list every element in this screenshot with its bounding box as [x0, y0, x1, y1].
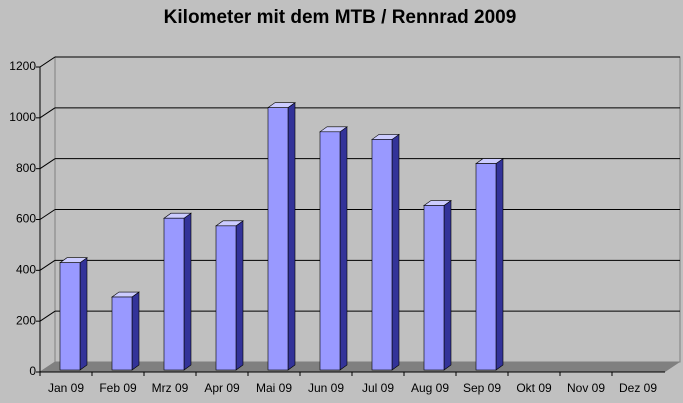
x-tick-label: Sep 09 [463, 381, 501, 395]
floor [40, 362, 680, 372]
bar [319, 131, 341, 371]
grid-line [39, 107, 56, 119]
x-tick-label: Feb 09 [99, 381, 137, 395]
y-tick-label: 400 [16, 263, 36, 277]
bar-side [495, 158, 504, 371]
bar [423, 205, 445, 371]
y-tick-label: 0 [29, 364, 36, 378]
bar [163, 217, 185, 371]
grid-line [39, 209, 56, 220]
y-tick-label: 200 [16, 313, 36, 327]
bar-side [287, 102, 296, 371]
grid-line [39, 259, 56, 271]
bar [475, 163, 497, 371]
bar-side [391, 133, 400, 371]
y-tick-label: 800 [16, 161, 36, 175]
bar [111, 296, 133, 371]
x-tick-label: Nov 09 [567, 381, 605, 395]
x-tick-label: Dez 09 [619, 381, 657, 395]
x-tick-label: Jun 09 [308, 381, 344, 395]
x-tick-label: Jul 09 [362, 381, 394, 395]
bar [59, 262, 81, 371]
x-tick-label: Jan 09 [48, 381, 84, 395]
x-tick-label: Apr 09 [204, 381, 240, 395]
bar-side [443, 199, 452, 371]
bar-side [339, 126, 348, 371]
grid-line [39, 310, 56, 322]
bar [267, 107, 289, 371]
y-tick-label: 600 [16, 212, 36, 226]
x-tick-label: Aug 09 [411, 381, 449, 395]
bar [371, 139, 393, 371]
grid-line [39, 158, 56, 170]
y-tick-label: 1200 [9, 59, 36, 73]
grid-line [39, 56, 56, 68]
y-tick-label: 1000 [9, 110, 36, 124]
x-tick-label: Mai 09 [256, 381, 292, 395]
bar-side [235, 220, 244, 371]
bar-side [131, 291, 140, 371]
bar-side [183, 212, 192, 371]
bar-side [79, 257, 88, 371]
x-tick-label: Mrz 09 [152, 381, 189, 395]
chart-title: Kilometer mit dem MTB / Rennrad 2009 [164, 7, 517, 28]
x-tick-label: Okt 09 [516, 381, 552, 395]
bar [215, 225, 237, 371]
